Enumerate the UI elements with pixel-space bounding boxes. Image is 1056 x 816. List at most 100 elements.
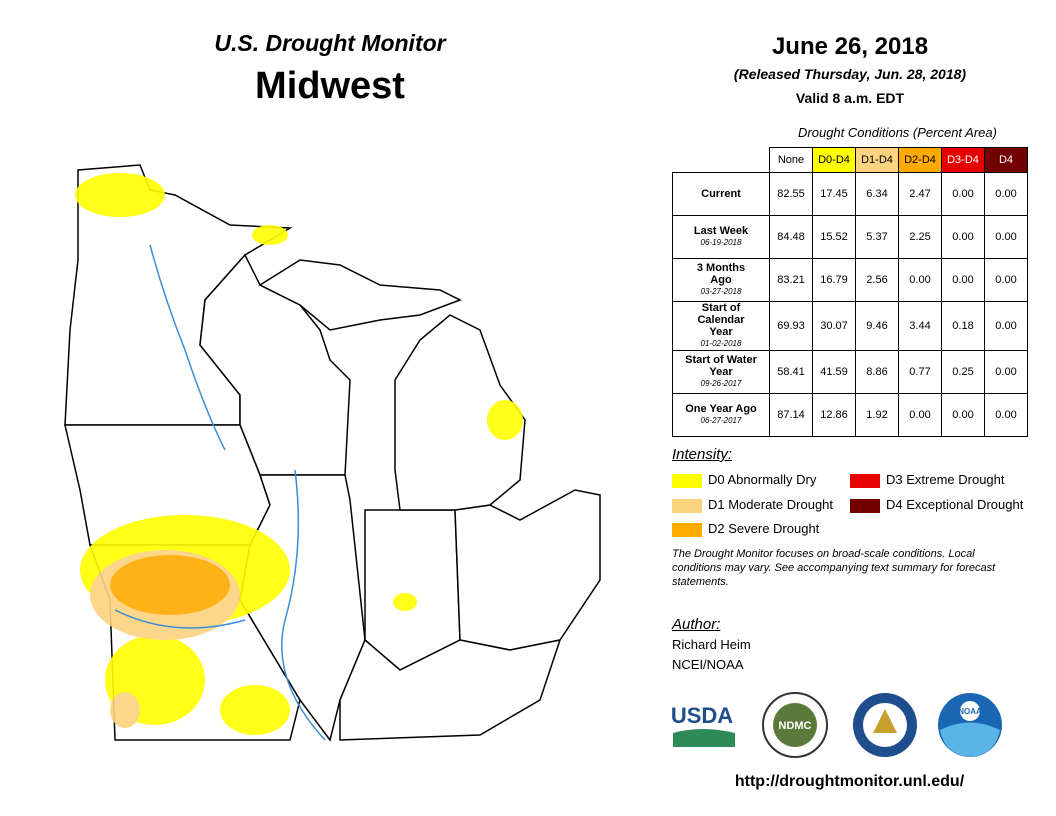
cell: 16.79 — [812, 258, 856, 302]
cell: 0.00 — [898, 258, 942, 302]
logos: USDA NDMC NOAA — [671, 692, 1002, 758]
legend-swatch — [672, 522, 702, 537]
dry-area — [252, 225, 288, 245]
corner — [673, 148, 770, 173]
author-name: Richard Heim — [672, 637, 751, 652]
cell: 0.77 — [898, 350, 942, 394]
logo-ndmc — [773, 703, 817, 747]
dry-area — [487, 400, 523, 440]
cell: 0.00 — [984, 258, 1028, 302]
river — [114, 609, 246, 629]
dry-area — [393, 593, 417, 611]
legend-item: D0 Abnormally Dry — [672, 472, 816, 488]
cell: 5.37 — [855, 215, 899, 259]
legend-swatch — [672, 498, 702, 513]
logo-noaa-text: NOAA — [958, 707, 982, 716]
state-ky — [339, 638, 562, 741]
cell: 84.48 — [769, 215, 813, 259]
cell: 0.00 — [984, 393, 1028, 437]
row-date: 01-02-2018 — [700, 339, 742, 348]
cell: 0.00 — [941, 393, 985, 437]
cell: 15.52 — [812, 215, 856, 259]
state-in — [364, 509, 461, 671]
legend-label: D2 Severe Drought — [708, 521, 820, 536]
url: http://droughtmonitor.unl.edu/ — [734, 773, 965, 790]
valid: Valid 8 a.m. EDT — [795, 90, 905, 106]
logo-ndmc-text: NDMC — [779, 720, 812, 732]
row-label: 3 Months Ago 03-27-2018 — [672, 258, 770, 302]
state-mi-lower — [394, 314, 526, 511]
table-row: Start of Calendar Year 01-02-2018 69.93 30.… — [672, 301, 1028, 351]
cell: 0.00 — [898, 393, 942, 437]
cell: 8.86 — [855, 350, 899, 394]
date: June 26, 2018 — [771, 33, 929, 60]
header-row: None D0-D4 D1-D4 D2-D4 D3-D4 D4 — [673, 147, 1028, 173]
cell: 1.92 — [855, 393, 899, 437]
row-date: 03-27-2018 — [700, 287, 742, 296]
logo-usda-field — [673, 729, 735, 747]
row-title: Last Week — [693, 225, 749, 237]
cell: 2.25 — [898, 215, 942, 259]
released: (Released Thursday, Jun. 28, 2018) — [733, 66, 967, 82]
cell: 41.59 — [812, 350, 856, 394]
row-title: 3 Months Ago — [696, 262, 746, 286]
author-org: NCEI/NOAA — [672, 657, 744, 672]
author-title: Author: — [672, 616, 721, 633]
cell: 0.00 — [941, 258, 985, 302]
row-date: 09-26-2017 — [700, 379, 742, 388]
row-title: One Year Ago — [685, 403, 757, 415]
cell: 69.93 — [769, 301, 813, 351]
severe-area — [110, 555, 230, 615]
cell: 0.00 — [941, 215, 985, 259]
table-row: Start of Water Year 09-26-2017 58.41 41.59 8… — [672, 350, 1028, 394]
cell: 0.00 — [941, 172, 985, 216]
cell: 9.46 — [855, 301, 899, 351]
cell: 58.41 — [769, 350, 813, 394]
legend-title: Intensity: — [672, 446, 733, 463]
logo-noaa-bird — [960, 701, 980, 721]
column-header: D1-D4 — [855, 147, 899, 173]
row-date: 06-27-2017 — [700, 416, 742, 425]
cell: 3.44 — [898, 301, 942, 351]
row-label: Start of Water Year 09-26-2017 — [672, 350, 770, 394]
logo-doc-eagle — [873, 709, 897, 733]
legend-swatch — [672, 473, 702, 488]
table-row: Last Week 06-19-2018 84.48 15.52 5.37 2.25 0.0… — [672, 215, 1028, 259]
state-oh — [454, 489, 601, 651]
legend-item: D3 Extreme Drought — [850, 472, 1005, 488]
cell: 87.14 — [769, 393, 813, 437]
cell: 0.00 — [984, 172, 1028, 216]
legend-item: D1 Moderate Drought — [672, 497, 833, 513]
region: Midwest — [255, 65, 405, 107]
cell: 0.00 — [984, 350, 1028, 394]
stats-table: None D0-D4 D1-D4 D2-D4 D3-D4 D4 Current 82.55 17… — [672, 147, 1028, 437]
cell: 6.34 — [855, 172, 899, 216]
cell: 30.07 — [812, 301, 856, 351]
row-label: Current — [672, 172, 770, 216]
cell: 82.55 — [769, 172, 813, 216]
logo-noaa-wave — [940, 722, 1000, 757]
column-header: None — [769, 147, 813, 173]
legend-label: D1 Moderate Drought — [708, 497, 834, 512]
row-title: Current — [701, 188, 741, 200]
row-title: Start of Water Year — [685, 354, 757, 378]
cell: 0.00 — [984, 301, 1028, 351]
moderate-area — [110, 692, 140, 728]
legend-swatch — [850, 473, 880, 488]
map — [64, 164, 601, 742]
table-caption: Drought Conditions (Percent Area) — [798, 125, 997, 140]
cell: 0.25 — [941, 350, 985, 394]
legend-swatch — [850, 498, 880, 513]
title: U.S. Drought Monitor — [214, 30, 446, 56]
table-row: 3 Months Ago 03-27-2018 83.21 16.79 2.56 0.00… — [672, 258, 1028, 302]
cell: 12.86 — [812, 393, 856, 437]
legend-label: D0 Abnormally Dry — [708, 472, 817, 487]
state-mi-upper — [258, 259, 462, 331]
row-label: Last Week 06-19-2018 — [672, 215, 770, 259]
dry-area — [220, 685, 290, 735]
logo-usda: USDA — [671, 703, 733, 728]
river — [149, 244, 226, 451]
row-label: One Year Ago 06-27-2017 — [672, 393, 770, 437]
river — [281, 469, 326, 741]
